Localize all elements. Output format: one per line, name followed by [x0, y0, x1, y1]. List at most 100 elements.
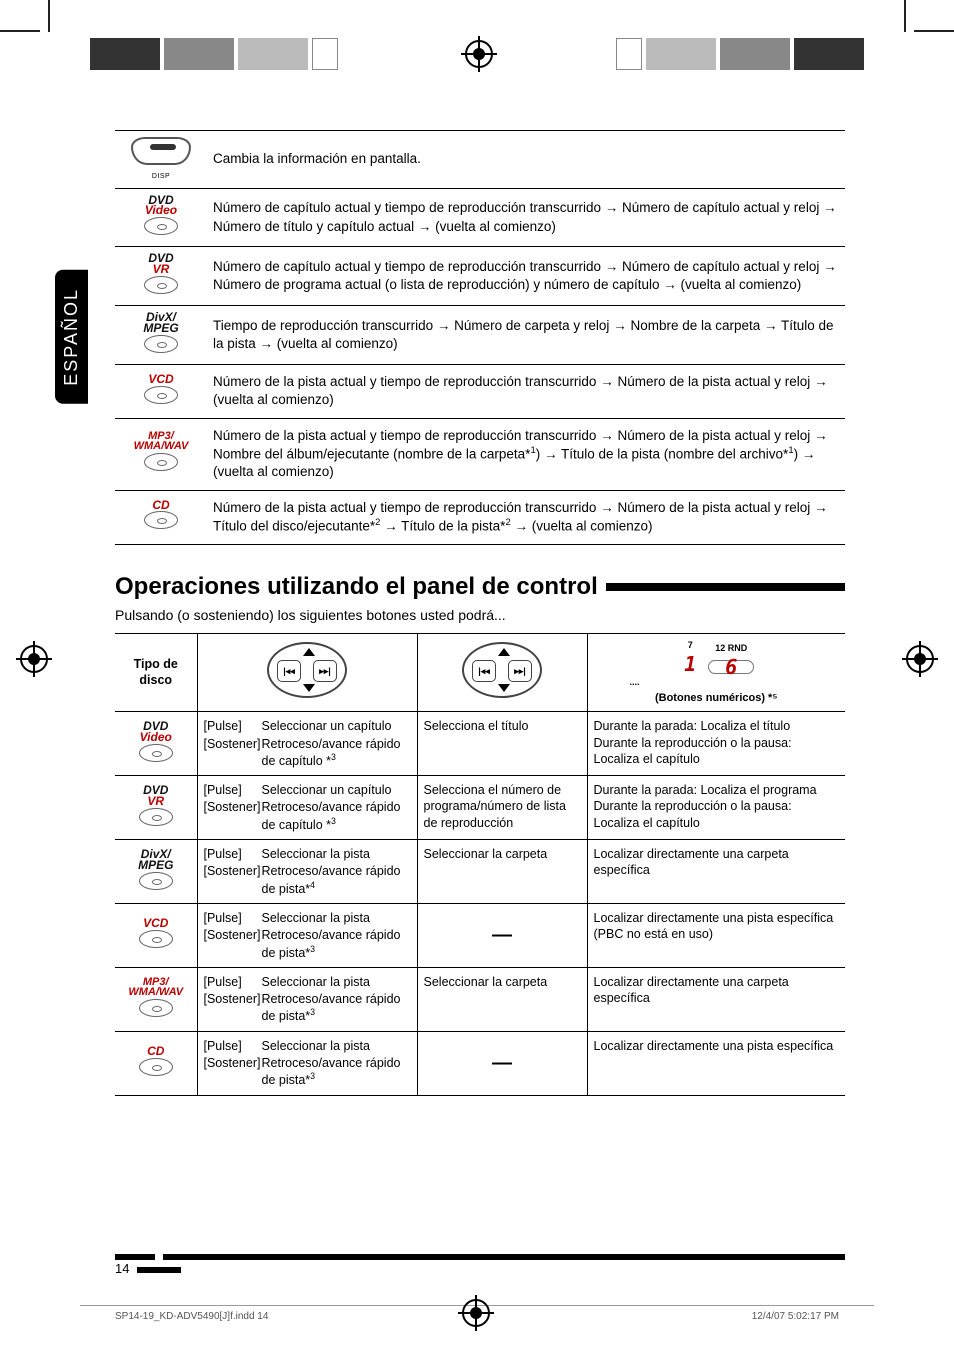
page-content: ESPAÑOL DISPCambia la información en pan…: [115, 130, 845, 1096]
disp-button-label: DISP: [117, 172, 205, 181]
row-icon-cell: MP3/WMA/WAV: [115, 418, 207, 490]
sostener-tag: [Sostener]: [204, 991, 262, 1025]
row-locate-cell: Localizar directamente una pista específ…: [587, 904, 845, 968]
table-row: DivX/MPEG Tiempo de reproducción transcur…: [115, 306, 845, 365]
disc-type-icon: DVDVideo: [139, 721, 173, 764]
registration-boxes-right: [616, 38, 864, 70]
row-ops-cell: [Pulse]Seleccionar la pista[Sostener]Ret…: [197, 840, 417, 904]
row-icon-cell: DivX/MPEG: [115, 306, 207, 365]
pulse-action: Seleccionar un capítulo: [262, 782, 411, 798]
row-icon-cell: CD: [115, 1031, 197, 1095]
row-select-cell: —: [417, 1031, 587, 1095]
section-title: Operaciones utilizando el panel de contr…: [115, 573, 845, 601]
row-select-cell: —: [417, 904, 587, 968]
footer-filename: SP14-19_KD-ADV5490[J]f.indd 14: [115, 1311, 268, 1322]
num-small-12: 12 RND: [714, 643, 748, 655]
row-ops-cell: [Pulse]Seleccionar la pista[Sostener]Ret…: [197, 904, 417, 968]
sostener-action: Retroceso/avance rápido de pista*4: [262, 863, 411, 897]
sostener-tag: [Sostener]: [204, 927, 262, 961]
pulse-action: Seleccionar la pista: [262, 910, 411, 926]
numeric-buttons-label: (Botones numéricos) *⁵: [594, 691, 840, 705]
disc-type-icon: MP3/WMA/WAV: [128, 978, 183, 1019]
prev-track-icon: |◂◂: [277, 660, 301, 682]
sostener-action: Retroceso/avance rápido de capítulo *3: [262, 799, 411, 833]
row-text-cell: Número de la pista actual y tiempo de re…: [207, 418, 845, 490]
row-icon-cell: MP3/WMA/WAV: [115, 967, 197, 1031]
disc-type-icon: DVDVideo: [144, 195, 178, 238]
row-select-cell: Seleccionar la carpeta: [417, 967, 587, 1031]
registration-boxes-left: [90, 38, 338, 70]
dash-icon: —: [492, 924, 512, 946]
table-row: CDNúmero de la pista actual y tiempo de …: [115, 490, 845, 544]
pulse-tag: [Pulse]: [204, 846, 262, 862]
row-icon-cell: DISP: [115, 131, 207, 189]
row-icon-cell: DVDVR: [115, 247, 207, 306]
table-row: DVDVRNúmero de capítulo actual y tiempo …: [115, 247, 845, 306]
pulse-tag: [Pulse]: [204, 974, 262, 990]
sostener-tag: [Sostener]: [204, 1055, 262, 1089]
registration-target-bottom: [462, 1299, 490, 1327]
pulse-action: Seleccionar la pista: [262, 846, 411, 862]
row-ops-cell: [Pulse]Seleccionar la pista[Sostener]Ret…: [197, 1031, 417, 1095]
table-row: DivX/MPEG [Pulse]Seleccionar la pista[Sos…: [115, 840, 845, 904]
sostener-action: Retroceso/avance rápido de pista*3: [262, 991, 411, 1025]
num-small-7: 7: [684, 640, 696, 652]
segment-6-icon: 6: [714, 654, 748, 680]
disc-type-icon: MP3/WMA/WAV: [134, 432, 189, 473]
registration-target-left: [20, 645, 48, 673]
row-text-cell: Número de capítulo actual y tiempo de re…: [207, 247, 845, 306]
disc-type-icon: CD: [144, 500, 178, 532]
page-number-text: 14: [115, 1261, 129, 1276]
operations-table: Tipo de disco |◂◂ ▸▸| |◂◂ ▸▸|: [115, 633, 845, 1096]
sostener-action: Retroceso/avance rápido de pista*3: [262, 927, 411, 961]
next-track-icon: ▸▸|: [313, 660, 337, 682]
cross-control-icon: |◂◂ ▸▸|: [267, 642, 347, 698]
disc-type-icon: DivX/MPEG: [143, 312, 178, 355]
page-bottom-rule: [115, 1254, 845, 1260]
row-icon-cell: DVDVideo: [115, 188, 207, 247]
footer-date: 12/4/07 5:02:17 PM: [752, 1311, 839, 1322]
dash-icon: —: [492, 1052, 512, 1074]
disc-type-icon: DivX/MPEG: [138, 849, 173, 892]
section-title-text: Operaciones utilizando el panel de contr…: [115, 573, 598, 601]
table-row: DVDVideo [Pulse]Seleccionar un capítulo[S…: [115, 712, 845, 776]
language-tab: ESPAÑOL: [55, 270, 88, 404]
table-row: DVDVR [Pulse]Seleccionar un capítulo[Sost…: [115, 776, 845, 840]
pulse-tag: [Pulse]: [204, 1038, 262, 1054]
registration-target-top: [465, 40, 493, 68]
disc-type-icon: VCD: [139, 918, 173, 950]
disc-type-icon: VCD: [144, 374, 178, 406]
row-select-cell: Selecciona el título: [417, 712, 587, 776]
registration-target-right: [906, 645, 934, 673]
segment-1-icon: 1: [684, 651, 696, 677]
col-header-control-1: |◂◂ ▸▸|: [197, 633, 417, 712]
row-locate-cell: Durante la parada: Localiza el programaD…: [587, 776, 845, 840]
row-text-cell: Número de la pista actual y tiempo de re…: [207, 365, 845, 418]
pulse-action: Seleccionar un capítulo: [262, 718, 411, 734]
sostener-action: Retroceso/avance rápido de pista*3: [262, 1055, 411, 1089]
row-text-cell: Tiempo de reproducción transcurrido → Nú…: [207, 306, 845, 365]
row-icon-cell: DVDVideo: [115, 712, 197, 776]
row-icon-cell: DivX/MPEG: [115, 840, 197, 904]
section-intro: Pulsando (o sosteniendo) los siguientes …: [115, 607, 845, 623]
table-row: MP3/WMA/WAV [Pulse]Seleccionar la pista[S…: [115, 967, 845, 1031]
next-track-icon-2: ▸▸|: [508, 660, 532, 682]
disc-type-icon: DVDVR: [139, 785, 173, 828]
cross-control-plain-icon: |◂◂ ▸▸|: [462, 642, 542, 698]
row-locate-cell: Durante la parada: Localiza el títuloDur…: [587, 712, 845, 776]
row-locate-cell: Localizar directamente una pista específ…: [587, 1031, 845, 1095]
col-header-control-2: |◂◂ ▸▸|: [417, 633, 587, 712]
table-row: MP3/WMA/WAV Número de la pista actual y t…: [115, 418, 845, 490]
disp-button-icon: [131, 137, 191, 165]
sostener-tag: [Sostener]: [204, 863, 262, 897]
row-locate-cell: Localizar directamente una carpeta espec…: [587, 967, 845, 1031]
col-header-numeric: 7 1 12 RND 6 .... (Botones numéricos) *⁵: [587, 633, 845, 712]
pulse-action: Seleccionar la pista: [262, 974, 411, 990]
row-icon-cell: VCD: [115, 904, 197, 968]
pulse-tag: [Pulse]: [204, 718, 262, 734]
table-row: VCD Número de la pista actual y tiempo de…: [115, 365, 845, 418]
row-icon-cell: VCD: [115, 365, 207, 418]
row-ops-cell: [Pulse]Seleccionar un capítulo[Sostener]…: [197, 776, 417, 840]
row-ops-cell: [Pulse]Seleccionar un capítulo[Sostener]…: [197, 712, 417, 776]
row-select-cell: Seleccionar la carpeta: [417, 840, 587, 904]
